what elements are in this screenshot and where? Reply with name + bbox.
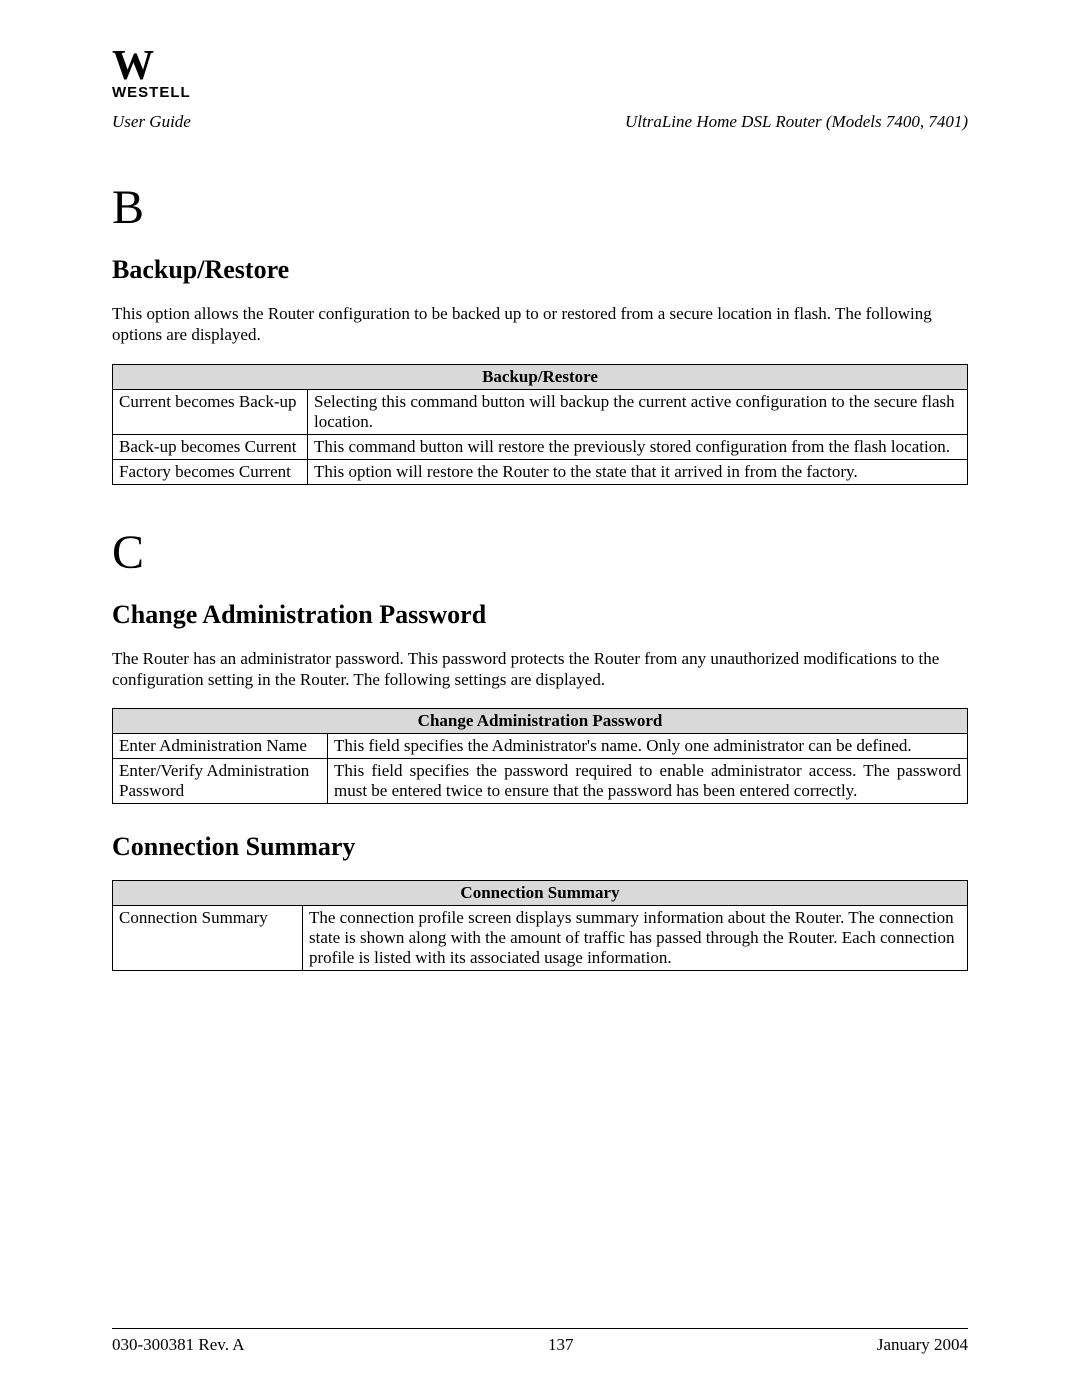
footer-right: January 2004: [877, 1335, 968, 1355]
table-cell-label: Connection Summary: [113, 906, 303, 971]
header-left: User Guide: [112, 112, 191, 132]
table-cell-label: Current becomes Back-up: [113, 389, 308, 434]
table-cell-desc: This command button will restore the pre…: [308, 434, 968, 459]
table-cell-desc: The connection profile screen displays s…: [303, 906, 968, 971]
table-header: Change Administration Password: [113, 709, 968, 734]
table-row: Enter/Verify Administration Password Thi…: [113, 759, 968, 804]
table-row: Current becomes Back-up Selecting this c…: [113, 389, 968, 434]
table-cell-label: Enter Administration Name: [113, 734, 328, 759]
header-line: User Guide UltraLine Home DSL Router (Mo…: [112, 112, 968, 132]
section-title-backup-restore: Backup/Restore: [112, 255, 968, 285]
connection-summary-table: Connection Summary Connection Summary Th…: [112, 880, 968, 971]
table-header: Connection Summary: [113, 881, 968, 906]
footer-left: 030-300381 Rev. A: [112, 1335, 245, 1355]
table-cell-desc: Selecting this command button will backu…: [308, 389, 968, 434]
page-footer: 030-300381 Rev. A 137 January 2004: [112, 1328, 968, 1355]
footer-center: 137: [548, 1335, 574, 1355]
section-title-connection-summary: Connection Summary: [112, 832, 968, 862]
logo-brand-text: WESTELL: [112, 84, 191, 101]
backup-restore-intro: This option allows the Router configurat…: [112, 303, 968, 346]
index-letter-b: B: [112, 180, 968, 235]
westell-logo: W WESTELL: [112, 50, 191, 101]
page-header: W WESTELL User Guide UltraLine Home DSL …: [112, 50, 968, 140]
table-cell-label: Enter/Verify Administration Password: [113, 759, 328, 804]
backup-restore-table: Backup/Restore Current becomes Back-up S…: [112, 364, 968, 485]
change-admin-password-intro: The Router has an administrator password…: [112, 648, 968, 691]
table-row: Factory becomes Current This option will…: [113, 459, 968, 484]
table-cell-label: Back-up becomes Current: [113, 434, 308, 459]
page-content: W WESTELL User Guide UltraLine Home DSL …: [112, 50, 968, 971]
header-right: UltraLine Home DSL Router (Models 7400, …: [625, 112, 968, 132]
table-cell-label: Factory becomes Current: [113, 459, 308, 484]
table-row: Back-up becomes Current This command but…: [113, 434, 968, 459]
table-header: Backup/Restore: [113, 364, 968, 389]
logo-swoosh-icon: W: [112, 50, 191, 84]
index-letter-c: C: [112, 525, 968, 580]
change-admin-password-table: Change Administration Password Enter Adm…: [112, 708, 968, 804]
table-row: Enter Administration Name This field spe…: [113, 734, 968, 759]
table-cell-desc: This field specifies the password requir…: [328, 759, 968, 804]
table-cell-desc: This field specifies the Administrator's…: [328, 734, 968, 759]
table-row: Connection Summary The connection profil…: [113, 906, 968, 971]
section-title-change-admin-password: Change Administration Password: [112, 600, 968, 630]
table-cell-desc: This option will restore the Router to t…: [308, 459, 968, 484]
